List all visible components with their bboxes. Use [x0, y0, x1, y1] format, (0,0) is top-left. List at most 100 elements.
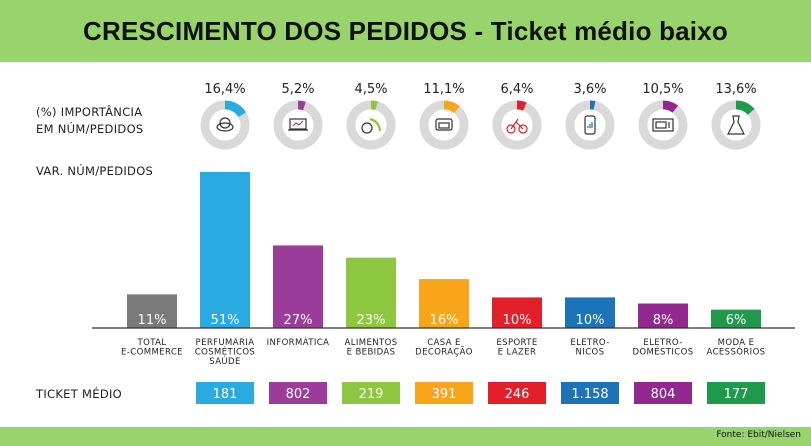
- bar: [419, 279, 469, 328]
- importance-ring-center: [501, 109, 533, 141]
- category-label-line: DECORAÇÃO: [415, 347, 473, 358]
- category-label: PERFUMARIA COSMÉTICOS SAÚDE: [195, 338, 255, 367]
- ticket-value: 802: [286, 387, 311, 402]
- laptop-graph: [292, 120, 304, 127]
- importance-percent-label: 13,6%: [715, 82, 756, 97]
- ticket-value: 804: [651, 387, 676, 402]
- ticket-value: 181: [213, 387, 238, 402]
- bar-value-label: 23%: [357, 313, 386, 328]
- bike-wheel-rear: [506, 124, 516, 134]
- bar-value-label: 27%: [284, 313, 313, 328]
- importance-ring-center: [647, 109, 679, 141]
- category-label-line: INFORMÁTICA: [267, 336, 330, 348]
- bar-value-label: 6%: [726, 313, 747, 328]
- mirror-glass: [219, 117, 231, 129]
- category-label: TOTAL E-COMMERCE: [121, 338, 183, 358]
- bar: [346, 257, 396, 328]
- microwave-door: [655, 121, 667, 129]
- category-label-line: PERFUMARIA: [196, 338, 255, 348]
- importance-ring-arc: [370, 100, 378, 111]
- ticket-box: [196, 382, 254, 404]
- category-label: INFORMÁTICA: [267, 336, 330, 348]
- category-label: ELETRO-NICOS: [570, 338, 609, 358]
- category-label-line: MODA E: [718, 338, 755, 348]
- page-title: CRESCIMENTO DOS PEDIDOS - Ticket médio b…: [83, 15, 728, 46]
- ticket-box: [269, 382, 327, 404]
- category-label-line: ALIMENTOS: [345, 338, 398, 348]
- ticket-box: [488, 382, 546, 404]
- bicycle-icon: [506, 118, 528, 134]
- mirror-base: [216, 122, 234, 132]
- bar: [273, 245, 323, 328]
- ticket-box: [707, 382, 765, 404]
- category-label-line: DOMÉSTICOS: [632, 346, 693, 358]
- phone-bars: [587, 122, 593, 128]
- phone-body: [584, 115, 596, 135]
- dress-icon: [727, 115, 745, 135]
- importance-ring-arc: [297, 100, 306, 111]
- category-label: ALIMENTOS E BEBIDAS: [345, 338, 398, 358]
- microwave-icon: [652, 118, 674, 132]
- category-label-line: SAÚDE: [209, 355, 241, 367]
- armchair-icon: [435, 118, 453, 131]
- bar-value-label: 16%: [430, 313, 459, 328]
- importance-percent-label: 11,1%: [423, 82, 464, 97]
- importance-percent-label: 3,6%: [573, 82, 606, 97]
- category-label-line: ACESSÓRIOS: [707, 346, 766, 358]
- importance-ring-arc: [224, 100, 247, 118]
- armchair-seat: [438, 122, 450, 129]
- bar: [638, 303, 688, 328]
- compact-mirror-icon: [216, 117, 234, 132]
- armchair-back: [435, 118, 453, 131]
- ticket-value: 1.158: [571, 387, 608, 402]
- importance-ring-center: [209, 109, 241, 141]
- category-label-line: ELETRO-: [570, 338, 609, 348]
- laptop-icon: [288, 118, 308, 131]
- source-note: Fonte: Ebit/Nielsen: [716, 430, 801, 440]
- category-label-line: ELETRO-: [643, 338, 682, 348]
- category-label: MODA E ACESSÓRIOS: [707, 338, 766, 358]
- bar-value-label: 10%: [503, 313, 532, 328]
- fruit-icon: [361, 117, 382, 134]
- variation-label: VAR. NÚM/PEDIDOS: [36, 164, 154, 178]
- ticket-value: 177: [724, 387, 749, 402]
- bar: [711, 309, 761, 328]
- smartphone-icon: [584, 115, 596, 135]
- category-label-line: E-COMMERCE: [121, 348, 183, 358]
- importance-label-line-2: EM NÚM/PEDIDOS: [36, 122, 144, 136]
- category-label: ESPORTE E LAZER: [496, 338, 537, 358]
- importance-ring-arc: [589, 100, 596, 110]
- importance-label: (%) IMPORTÂNCIA EM NÚM/PEDIDOS: [36, 104, 144, 138]
- importance-ring-arc: [516, 100, 527, 111]
- category-label-line: ESPORTE: [496, 338, 537, 348]
- importance-ring-arc: [662, 100, 679, 113]
- bar-value-label: 51%: [211, 313, 240, 328]
- ticket-label: TICKET MÉDIO: [36, 387, 123, 401]
- bar: [127, 294, 177, 328]
- importance-percent-label: 10,5%: [642, 82, 683, 97]
- bike-frame: [510, 118, 524, 130]
- importance-percent-label: 16,4%: [204, 82, 245, 97]
- footer-banner: Fonte: Ebit/Nielsen: [0, 427, 811, 446]
- bar: [492, 297, 542, 328]
- microwave-body: [652, 118, 674, 132]
- category-label-line: E BEBIDAS: [347, 348, 396, 358]
- category-label-line: CASA E: [427, 338, 461, 348]
- dress-shape: [727, 115, 745, 135]
- laptop-screen: [289, 118, 307, 130]
- fruit-apple: [361, 122, 373, 134]
- bike-wheel-front: [518, 124, 528, 134]
- importance-ring-arc: [443, 100, 460, 114]
- ticket-value: 219: [359, 387, 384, 402]
- category-label: CASA E DECORAÇÃO: [415, 338, 473, 358]
- header-banner: CRESCIMENTO DOS PEDIDOS - Ticket médio b…: [0, 0, 811, 62]
- bar-value-label: 10%: [576, 313, 605, 328]
- category-label-line: NICOS: [576, 348, 605, 358]
- bar-value-label: 8%: [653, 313, 674, 328]
- bar-value-label: 11%: [138, 313, 167, 328]
- bar: [565, 297, 615, 328]
- ticket-value: 246: [505, 387, 530, 402]
- category-label-line: TOTAL: [137, 338, 167, 348]
- importance-ring-center: [720, 109, 752, 141]
- importance-percent-label: 5,2%: [281, 82, 314, 97]
